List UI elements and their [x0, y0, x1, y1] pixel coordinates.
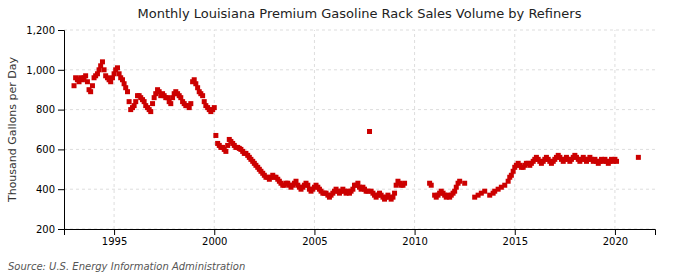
x-tick-mark — [214, 229, 215, 235]
point — [188, 101, 193, 106]
x-tick: 2015 — [503, 229, 528, 247]
x-tick-label: 2015 — [503, 236, 528, 247]
grid-line-x — [214, 30, 215, 229]
x-tick-label: 2005 — [302, 236, 327, 247]
y-tick-label: 200 — [36, 224, 55, 235]
x-tick-label: 2020 — [603, 236, 628, 247]
point — [462, 181, 467, 186]
point — [83, 73, 88, 78]
point — [72, 83, 77, 88]
point — [125, 89, 130, 94]
x-tick-mark — [515, 229, 516, 235]
grid-line-x — [114, 30, 115, 229]
y-tick-label: 600 — [36, 144, 55, 155]
point — [168, 101, 173, 106]
y-tick: 1,000 — [26, 65, 64, 76]
y-tick-label: 1,000 — [26, 65, 55, 76]
chart-svg: 1995 2000 2005 2010 2015 2020 200 400 600 800 1,00… — [0, 0, 675, 275]
x-tick: 2020 — [603, 229, 628, 247]
x-tick-mark — [615, 229, 616, 235]
point — [212, 105, 217, 110]
point — [88, 89, 93, 94]
y-tick-mark — [58, 189, 64, 190]
point — [102, 67, 107, 72]
point — [402, 181, 407, 186]
point — [213, 133, 218, 138]
grid-line-x — [314, 30, 315, 229]
grid-line-x — [514, 30, 515, 229]
x-axis-line — [65, 230, 656, 236]
point — [429, 183, 434, 188]
point — [482, 189, 487, 194]
point — [392, 191, 397, 196]
y-tick-label: 1,200 — [26, 25, 55, 36]
point — [367, 129, 372, 134]
y-tick-label: 800 — [36, 104, 55, 115]
title: Monthly Louisiana Premium Gasoline Rack … — [138, 6, 582, 21]
point — [636, 155, 641, 160]
point — [100, 59, 105, 64]
annotation: Source: U.S. Energy Information Administ… — [8, 261, 245, 272]
y-tick: 1,200 — [26, 25, 64, 36]
point — [115, 65, 120, 70]
x-tick: 2010 — [402, 229, 427, 247]
point — [127, 99, 132, 104]
point — [200, 93, 205, 98]
y-tick: 600 — [36, 144, 64, 155]
x-tick-mark — [415, 229, 416, 235]
x-tick-label: 2010 — [402, 236, 427, 247]
x-tick: 2000 — [202, 229, 227, 247]
point — [223, 149, 228, 154]
grid-line-x — [414, 30, 415, 229]
point — [133, 99, 138, 104]
y-tick-mark — [58, 70, 64, 71]
x-tick-label: 2000 — [202, 236, 227, 247]
x-tick: 2005 — [302, 229, 327, 247]
grid-line-x — [614, 30, 615, 229]
y-axis-line — [58, 31, 65, 230]
y-tick: 200 — [36, 224, 64, 235]
y-tick-label: 400 — [36, 184, 55, 195]
point — [457, 179, 462, 184]
point — [614, 159, 619, 164]
point — [90, 83, 95, 88]
x-tick: 1995 — [102, 229, 127, 247]
y-tick-mark — [58, 229, 64, 230]
x-tick-mark — [114, 229, 115, 235]
y-tick: 800 — [36, 104, 64, 115]
x-tick-label: 1995 — [102, 236, 127, 247]
grid-line-y — [64, 30, 655, 31]
grid — [64, 30, 655, 229]
point — [85, 79, 90, 84]
chart-container: 1995 2000 2005 2010 2015 2020 200 400 600 800 1,00… — [0, 0, 675, 275]
x-tick-mark — [314, 229, 315, 235]
y-tick: 400 — [36, 184, 64, 195]
grid-line-y — [64, 149, 655, 150]
y-axis: 200 400 600 800 1,000 1,200 — [26, 25, 64, 235]
y-tick-mark — [58, 30, 64, 31]
y-tick-mark — [58, 149, 64, 150]
y-tick-mark — [58, 110, 64, 111]
y-axis-title: Thousand Gallons per Day — [6, 56, 19, 203]
grid-line-y — [64, 69, 655, 70]
point — [148, 109, 153, 114]
point — [150, 101, 155, 106]
points — [72, 59, 641, 201]
x-axis: 1995 2000 2005 2010 2015 2020 — [65, 229, 656, 247]
